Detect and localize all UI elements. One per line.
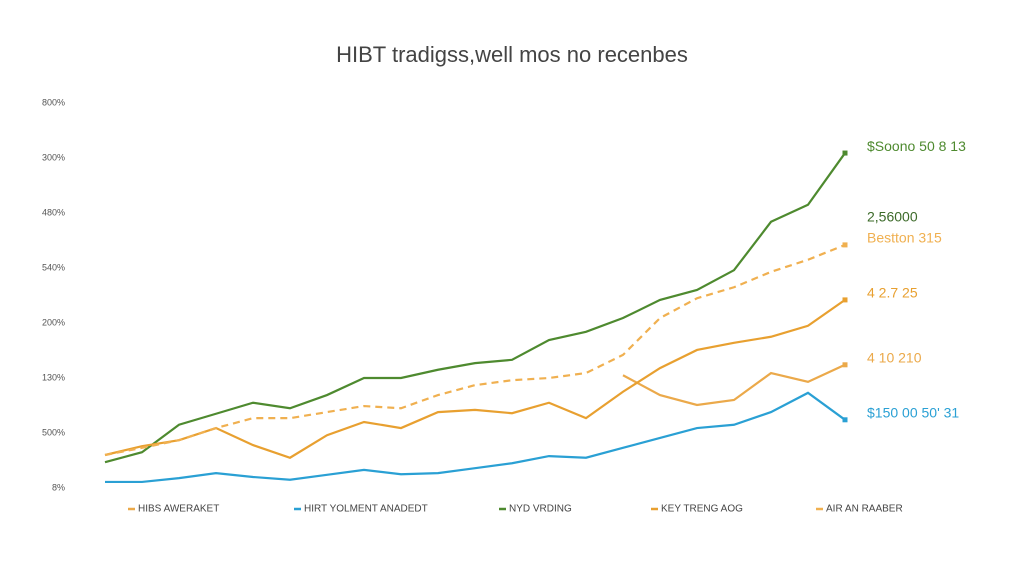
annotation: 2,56000 [867,209,918,225]
y-tick-label: 500% [42,427,65,437]
y-tick-label: 8% [52,482,65,492]
end-label: $Soono 50 8 13 [867,138,966,154]
y-tick-label: 540% [42,262,65,272]
chart-title: HIBT tradigss,well mos no recenbes [336,42,688,67]
y-tick-label: 200% [42,317,65,327]
end-marker [842,362,848,368]
legend-label: KEY TRENG AOG [661,504,743,515]
end-label: 4 2.7 25 [867,285,918,301]
series-line [104,243,846,457]
legend-label: AIR AN RAABER [826,504,903,515]
y-tick-label: 480% [42,207,65,217]
end-label: $150 00 50' 31 [867,405,959,421]
end-label: 4 10 210 [867,350,922,366]
end-marker [842,150,848,156]
end-marker [842,242,848,248]
legend-label: NYD VRDING [509,504,572,515]
series-line [104,152,846,464]
end-label: Bestton 315 [867,230,942,246]
series-line [105,391,846,484]
series-line [622,363,846,407]
series-line [104,298,846,459]
end-marker [842,417,848,423]
y-tick-label: 300% [42,152,65,162]
end-marker [842,297,848,303]
y-tick-label: 130% [42,372,65,382]
y-tick-label: 800% [42,97,65,107]
legend-label: HIBS AWERAKET [138,504,219,515]
legend-label: HIRT YOLMENT ANADEDT [304,504,428,515]
